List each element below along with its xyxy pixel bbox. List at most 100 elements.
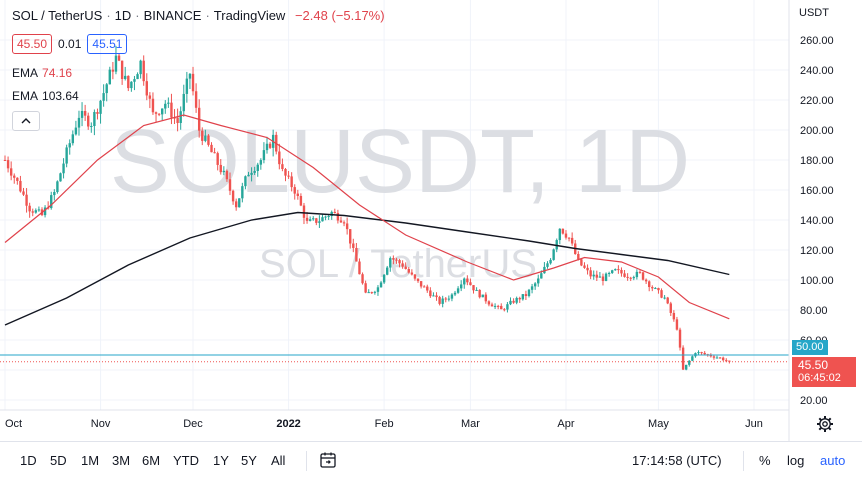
gear-icon [817,416,833,432]
price-tick-label: 200.00 [800,125,834,137]
log-scale-button[interactable]: log [787,453,805,468]
buy-price-button[interactable]: 45.51 [87,34,128,54]
candle-body [145,81,148,96]
candle-body [469,282,472,286]
candle-body [157,113,161,115]
candle-body [290,176,293,188]
candle-body [364,283,367,293]
range-3m-button[interactable]: 3M [112,453,131,468]
candle-body [124,75,127,79]
interval-label[interactable]: 1D [114,8,132,23]
candle-body [225,170,229,180]
line-value-label: 50.00 [792,340,828,355]
price-tick-label: 180.00 [800,155,834,167]
candle-body [287,175,290,177]
price-chart[interactable]: SOLUSDT, 1D SOL / TetherUS 20.0040.0060.… [0,0,862,441]
go-to-date-button[interactable] [319,451,337,474]
candle-body [352,243,355,248]
candle-body [475,289,478,291]
percent-scale-button[interactable]: % [759,453,771,468]
candle-body [382,274,386,283]
candle-body [312,218,315,220]
candle-body [712,356,716,358]
candle-body [90,126,93,128]
clock-timezone-button[interactable]: 17:14:58 (UTC) [632,453,722,468]
candle-body [490,304,494,307]
sell-price-button[interactable]: 45.50 [12,34,53,54]
candle-body [660,290,663,298]
currency-label[interactable]: USDT [799,7,829,19]
range-ytd-button[interactable]: YTD [173,453,199,468]
candle-body [318,221,321,223]
candle-body [598,276,602,278]
watermark-sub: SOL / TetherUS [259,242,537,286]
exchange-label: BINANCE [143,8,202,23]
candle-body [222,170,226,173]
candle-body [641,272,645,280]
candle-body [376,287,380,292]
symbol-name[interactable]: SOL / TetherUS [12,8,103,23]
candle-body [284,169,287,176]
candle-body [506,304,509,310]
candle-body [151,98,155,113]
candle-body [441,298,444,304]
candle-body [543,266,546,274]
range-5y-button[interactable]: 5Y [241,453,257,468]
candle-body [432,295,435,297]
chart-grid [0,0,789,410]
candle-body [459,284,463,289]
spread-value: 0.01 [58,37,82,51]
candle-body [386,267,389,275]
candle-body [117,55,121,61]
candle-body [188,73,192,79]
candle-body [586,267,589,271]
price-tick-label: 220.00 [800,95,834,107]
candle-body [213,152,216,154]
candle-body [265,143,269,151]
candle-body [358,261,361,275]
collapse-indicators-button[interactable] [12,111,40,131]
price-tick-label: 260.00 [800,35,834,47]
candle-body [678,329,682,348]
time-tick-label: Jun [745,418,763,430]
candle-body [413,274,417,279]
candle-body [241,186,244,199]
candle-body [410,272,414,275]
candle-body [87,115,90,127]
candle-body [537,278,540,284]
candle-body [416,278,420,282]
candle-body [105,84,108,94]
candle-body [167,102,170,104]
last-price-label: 45.50 06:45:02 [792,357,856,387]
range-6m-button[interactable]: 6M [142,453,161,468]
indicator-ema-slow[interactable]: EMA 103.64 [12,89,79,103]
candle-body [210,144,213,153]
candle-body [404,266,407,270]
range-1y-button[interactable]: 1Y [213,453,229,468]
last-price-value: 45.50 [798,358,829,372]
candle-body [231,190,235,202]
candle-body [684,364,688,370]
candle-body [71,134,75,144]
candle-body [83,111,87,116]
range-all-button[interactable]: All [271,453,286,468]
candle-body [349,229,352,244]
range-1m-button[interactable]: 1M [81,453,100,468]
candle-body [401,263,404,267]
auto-scale-button[interactable]: auto [820,453,846,468]
axis-settings-button[interactable] [816,415,834,438]
candle-body [478,289,481,298]
range-1d-button[interactable]: 1D [20,453,37,468]
candle-body [527,289,531,297]
candle-body [614,269,617,271]
range-5d-button[interactable]: 5D [50,453,67,468]
indicator-ema-fast[interactable]: EMA 74.16 [12,66,72,80]
candle-body [234,201,238,208]
candle-body [577,253,580,260]
divider [306,451,307,471]
candle-body [463,278,466,285]
time-axis[interactable]: Oct Nov Dec 2022 Feb Mar Apr May Jun [0,409,789,430]
candle-body [493,305,497,307]
candle-body [601,276,605,281]
candle-body [530,286,534,290]
